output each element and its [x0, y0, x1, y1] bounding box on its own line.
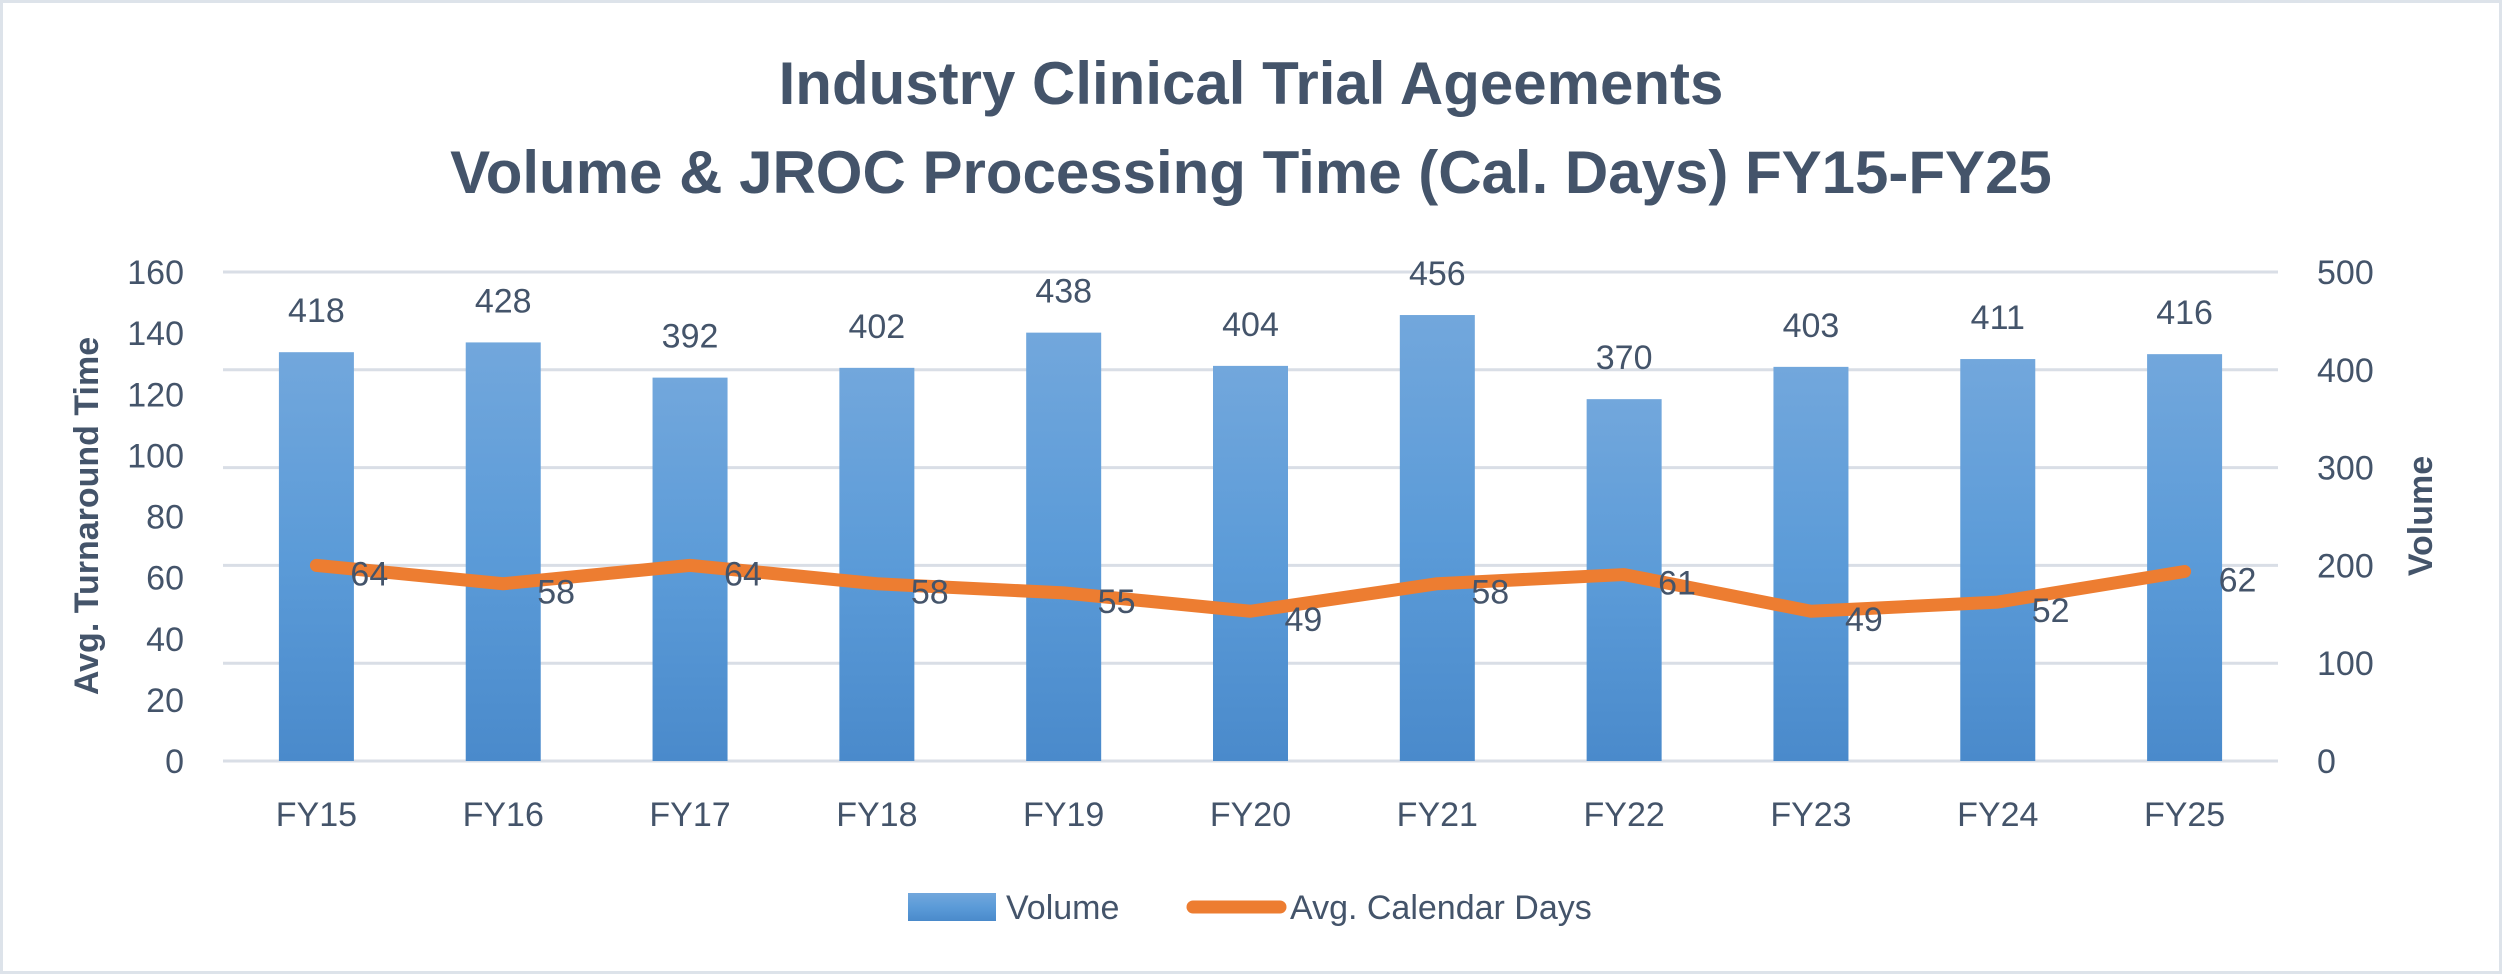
x-tick-label: FY17 [649, 796, 730, 834]
bar-fy18 [839, 367, 915, 761]
chart-title: Industry Clinical Trial Ageements [779, 50, 1724, 117]
left-tick-label: 20 [146, 682, 184, 720]
left-tick-label: 160 [127, 254, 184, 292]
left-tick-label: 120 [127, 376, 184, 414]
legend-volume-swatch [908, 893, 996, 921]
bar-fy25 [2147, 354, 2223, 761]
x-axis-ticks: FY15 FY16 FY17 FY18 FY19 FY20 FY21 FY22 FY23 FY24… [276, 796, 2225, 834]
bar-value-label: 456 [1409, 255, 1466, 293]
bar-fy16 [465, 342, 541, 761]
left-axis-title: Avg. Turnaround Time [68, 337, 106, 695]
line-value-label: 64 [724, 555, 762, 593]
line-value-label: 58 [911, 574, 949, 612]
left-tick-label: 60 [146, 560, 184, 598]
bar-value-label: 370 [1596, 339, 1653, 377]
bar-fy20 [1213, 365, 1288, 761]
bar-fy24 [1960, 359, 2036, 761]
right-tick-label: 400 [2317, 352, 2374, 390]
left-axis-ticks: 0 20 40 60 80 100 120 140 160 [127, 254, 184, 781]
x-tick-label: FY24 [1957, 796, 2038, 834]
x-tick-label: FY18 [836, 796, 917, 834]
legend-days-label: Avg. Calendar Days [1290, 889, 1592, 927]
line-value-label: 55 [1098, 583, 1136, 621]
bar-value-label: 416 [2156, 294, 2213, 332]
bar-value-label: 411 [1971, 299, 2025, 337]
volume-bars [278, 315, 2223, 761]
bar-fy21 [1399, 315, 1475, 761]
data-labels: 418 428 392 402 438 404 456 370 403 411 416 64 58 64 5… [288, 255, 2256, 639]
left-tick-label: 80 [146, 499, 184, 537]
bar-value-label: 428 [475, 282, 532, 320]
line-value-label: 52 [2032, 592, 2070, 630]
legend-volume-label: Volume [1006, 889, 1119, 927]
x-tick-label: FY22 [1584, 796, 1665, 834]
line-value-label: 62 [2219, 562, 2257, 600]
bar-value-label: 392 [662, 318, 719, 356]
x-tick-label: FY19 [1023, 796, 1104, 834]
x-tick-label: FY20 [1210, 796, 1291, 834]
bar-fy15 [278, 352, 354, 761]
bar-fy19 [1026, 332, 1102, 761]
line-value-label: 49 [1845, 601, 1883, 639]
right-tick-label: 500 [2317, 254, 2374, 292]
x-tick-label: FY21 [1397, 796, 1478, 834]
x-tick-label: FY23 [1770, 796, 1851, 834]
days-line [309, 558, 2192, 618]
right-tick-label: 0 [2317, 743, 2336, 781]
right-tick-label: 200 [2317, 547, 2374, 585]
bar-value-label: 403 [1783, 307, 1840, 345]
left-tick-label: 0 [165, 743, 184, 781]
left-tick-label: 140 [127, 315, 184, 353]
x-tick-label: FY16 [463, 796, 544, 834]
bar-value-label: 404 [1222, 306, 1279, 344]
left-tick-label: 40 [146, 621, 184, 659]
line-value-label: 58 [537, 574, 575, 612]
right-tick-label: 300 [2317, 450, 2374, 488]
chart-subtitle: Volume & JROC Processing Time (Cal. Days… [450, 139, 2052, 206]
right-axis-title: Volume [2402, 456, 2440, 576]
bar-value-label: 402 [848, 308, 905, 346]
bar-fy23 [1773, 366, 1849, 761]
bar-value-label: 418 [288, 292, 345, 330]
right-axis-ticks: 0 100 200 300 400 500 [2317, 254, 2374, 781]
x-tick-label: FY25 [2144, 796, 2225, 834]
line-value-label: 49 [1285, 601, 1323, 639]
x-tick-label: FY15 [276, 796, 357, 834]
legend: Volume Avg. Calendar Days [908, 889, 1592, 927]
right-tick-label: 100 [2317, 645, 2374, 683]
line-value-label: 58 [1471, 574, 1509, 612]
line-value-label: 61 [1658, 565, 1696, 603]
left-tick-label: 100 [127, 437, 184, 475]
line-value-label: 64 [350, 555, 388, 593]
bar-value-label: 438 [1035, 273, 1092, 311]
